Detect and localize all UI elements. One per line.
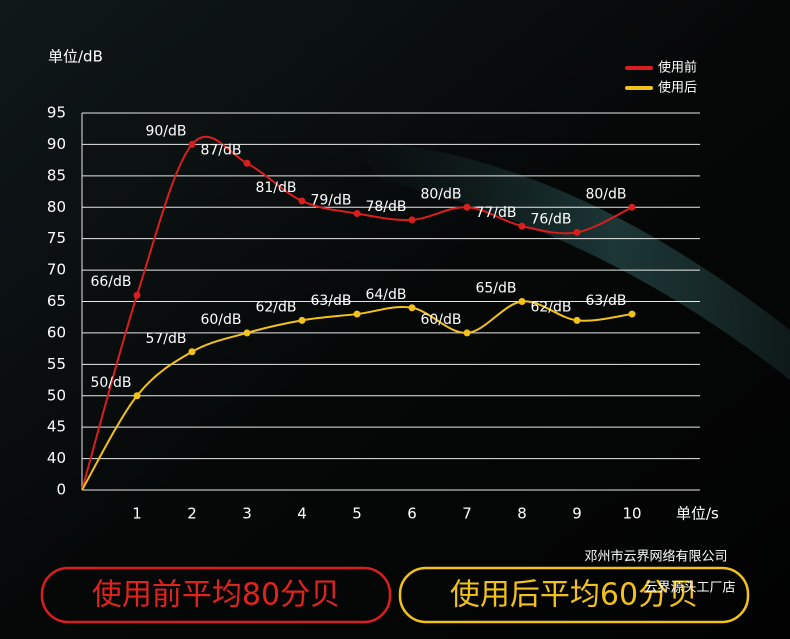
x-tick-label: 2 bbox=[187, 505, 197, 523]
x-tick-label: 7 bbox=[462, 505, 472, 523]
y-tick-label: 40 bbox=[47, 449, 66, 467]
y-tick-label: 70 bbox=[47, 261, 66, 279]
x-tick-label: 6 bbox=[407, 505, 417, 523]
x-tick-label: 10 bbox=[622, 505, 641, 523]
point bbox=[518, 298, 526, 305]
value-label: 87/dB bbox=[200, 142, 241, 158]
value-label: 78/dB bbox=[365, 199, 406, 215]
y-tick-label: 55 bbox=[47, 355, 66, 373]
point bbox=[408, 304, 416, 312]
value-label: 90/dB bbox=[145, 123, 186, 139]
value-label: 64/dB bbox=[365, 287, 406, 303]
x-tick-label: 4 bbox=[297, 505, 307, 523]
y-axis-label: 单位/dB bbox=[48, 48, 103, 66]
point bbox=[243, 159, 251, 167]
y-tick-label: 45 bbox=[47, 418, 66, 436]
button-after-text: 使用后平均60分贝 bbox=[450, 578, 698, 613]
value-label: 50/dB bbox=[90, 375, 131, 391]
point bbox=[573, 228, 581, 236]
button-before-text: 使用前平均80分贝 bbox=[92, 578, 340, 613]
point bbox=[628, 203, 636, 211]
value-label: 60/dB bbox=[420, 312, 461, 328]
y-tick-label: 65 bbox=[47, 292, 66, 310]
legend-label: 使用后 bbox=[658, 80, 697, 96]
value-label: 63/dB bbox=[585, 293, 626, 309]
value-label: 80/dB bbox=[420, 186, 461, 202]
value-label: 62/dB bbox=[530, 299, 571, 315]
point bbox=[573, 316, 581, 324]
button-after bbox=[398, 566, 750, 624]
watermark: 云界源头工厂店 bbox=[644, 581, 735, 596]
value-label: 81/dB bbox=[255, 180, 296, 196]
y-tick-label: 75 bbox=[47, 229, 66, 247]
point bbox=[243, 329, 251, 337]
button-before bbox=[40, 566, 392, 624]
value-label: 80/dB bbox=[585, 186, 626, 202]
watermark: 邓州市云界网络有限公司 bbox=[584, 549, 727, 565]
point bbox=[463, 203, 471, 211]
value-label: 77/dB bbox=[475, 205, 516, 221]
point bbox=[188, 348, 196, 356]
point bbox=[298, 197, 306, 205]
value-label: 57/dB bbox=[145, 331, 186, 347]
y-tick-label: 0 bbox=[56, 481, 66, 499]
y-tick-label: 95 bbox=[47, 104, 66, 122]
x-tick-label: 9 bbox=[572, 505, 582, 523]
x-tick-label: 1 bbox=[132, 505, 142, 523]
point bbox=[463, 329, 471, 337]
point bbox=[518, 222, 526, 230]
value-label: 66/dB bbox=[90, 274, 131, 290]
background-streak bbox=[350, 140, 790, 380]
point bbox=[298, 316, 306, 324]
value-label: 65/dB bbox=[475, 281, 516, 297]
value-label: 76/dB bbox=[530, 211, 571, 227]
y-tick-label: 90 bbox=[47, 135, 66, 153]
point bbox=[188, 140, 196, 148]
x-axis-label: 单位/s bbox=[676, 505, 719, 523]
value-label: 79/dB bbox=[310, 193, 351, 209]
point bbox=[133, 291, 141, 299]
point bbox=[408, 216, 416, 224]
value-label: 63/dB bbox=[310, 293, 351, 309]
x-tick-label: 3 bbox=[242, 505, 252, 523]
legend-label: 使用前 bbox=[658, 60, 697, 76]
value-label: 60/dB bbox=[200, 312, 241, 328]
point bbox=[353, 210, 361, 218]
point bbox=[628, 310, 636, 318]
y-tick-label: 85 bbox=[47, 166, 66, 184]
y-tick-label: 50 bbox=[47, 386, 66, 404]
y-tick-label: 60 bbox=[47, 323, 66, 341]
value-label: 62/dB bbox=[255, 299, 296, 315]
x-tick-label: 8 bbox=[517, 505, 527, 523]
point bbox=[133, 392, 141, 400]
x-tick-label: 5 bbox=[352, 505, 362, 523]
y-tick-label: 80 bbox=[47, 198, 66, 216]
point bbox=[353, 310, 361, 318]
